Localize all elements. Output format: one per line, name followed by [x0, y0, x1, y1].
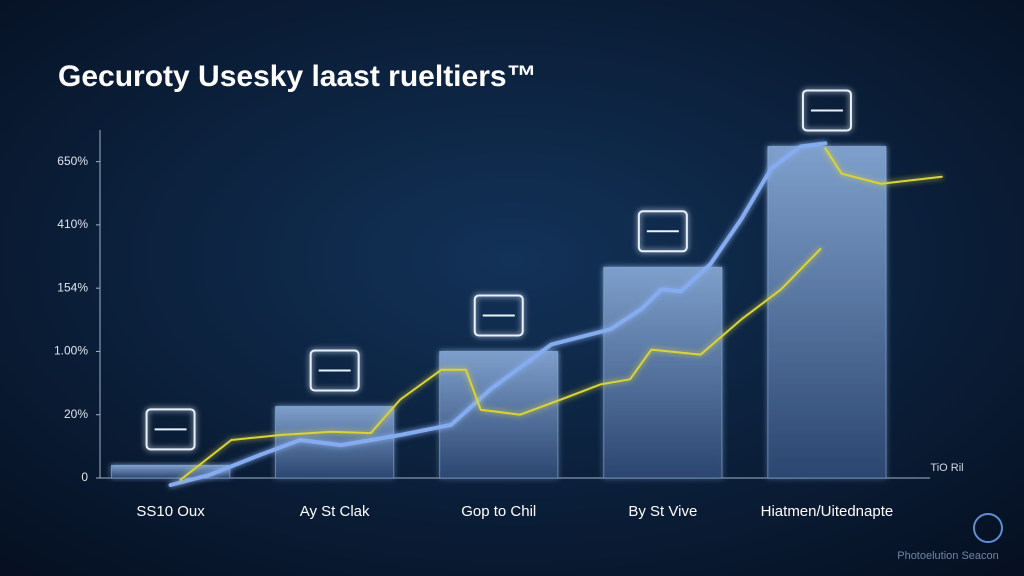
- chart-title: Gecuroty Usesky laast rueltiers™: [58, 60, 537, 93]
- bar: [767, 145, 887, 479]
- bar-icon: [473, 294, 524, 337]
- bar-icon: [801, 89, 852, 132]
- bar: [110, 464, 231, 479]
- axis-note: TiO Ril: [930, 462, 963, 474]
- y-tick-label: 20%: [64, 407, 88, 421]
- line-series: [179, 248, 822, 481]
- line-series: [168, 141, 828, 487]
- x-tick-label: Ay St Clak: [300, 503, 370, 520]
- x-tick-label: SS10 Oux: [136, 503, 205, 520]
- watermark-logo: [973, 513, 1003, 543]
- x-tick-label: Hiatmen/Uitednapte: [761, 503, 894, 520]
- x-tick-label: Gop to Chil: [461, 503, 536, 520]
- bar: [439, 350, 559, 479]
- bar-icon: [309, 349, 360, 392]
- y-tick-label: 1.00%: [54, 344, 88, 358]
- y-tick-label: 154%: [57, 280, 88, 294]
- y-tick-label: 0: [81, 470, 88, 484]
- y-tick-label: 650%: [57, 154, 88, 168]
- watermark: Photoelution Seacon: [897, 550, 999, 562]
- bar-icon: [145, 408, 196, 451]
- line-series: [824, 147, 943, 185]
- bar-icon: [637, 210, 688, 253]
- x-tick-label: By St Vive: [628, 503, 697, 520]
- bar: [603, 266, 723, 479]
- y-tick-label: 410%: [57, 217, 88, 231]
